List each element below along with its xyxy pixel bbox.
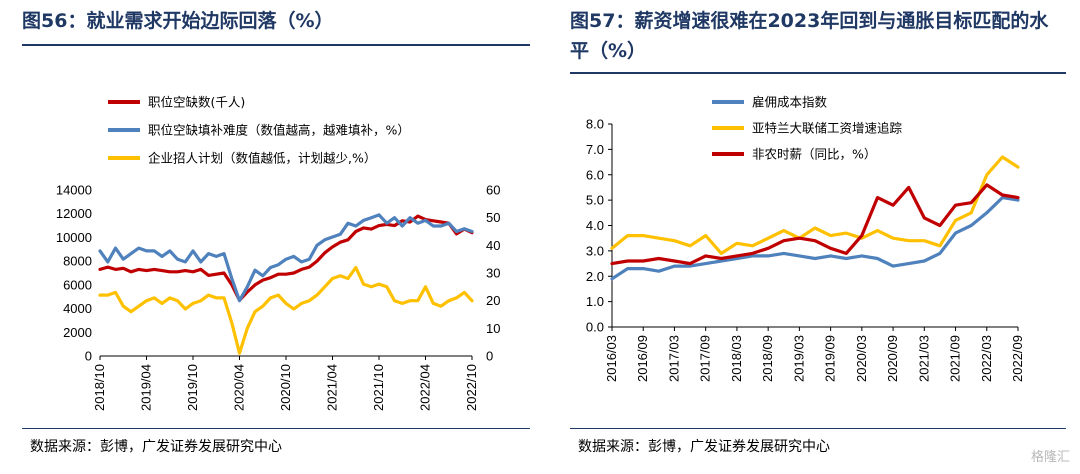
- left-chart-x-tick-label: 2022/10: [464, 364, 479, 411]
- left-chart-y2-tick-label: 40: [486, 238, 500, 253]
- right-chart-title: 图57：薪资增速很难在2023年回到与通胀目标匹配的水平（%）: [570, 10, 1049, 62]
- left-chart-legend-label-2: 职位空缺填补难度（数值越高，越难填补，%）: [148, 123, 410, 138]
- left-chart-y-tick-label: 2000: [63, 325, 92, 340]
- right-chart-legend-label-2: 亚特兰大联储工资增速追踪: [752, 121, 903, 136]
- left-chart-series-line-1: [98, 214, 474, 302]
- left-chart-panel: 图56：就业需求开始边际回落（%） 2018/10 2019/04 2019/10 2…: [22, 10, 530, 455]
- left-chart-y2-tick-label: 30: [486, 266, 500, 281]
- right-chart-series-line-1: [610, 196, 1020, 281]
- right-title-rule: [570, 72, 1066, 74]
- right-chart-y-tick-label: 5.0: [586, 193, 604, 208]
- right-chart-svg: 2016/03 2016/09 2017/03 2017/09 2018/03 2018/…: [586, 95, 1025, 383]
- right-chart-y-tick-label: 2.0: [586, 269, 604, 284]
- right-chart-x-tick-label: 2020/03: [854, 335, 869, 382]
- right-chart-y-tick-label: 4.0: [586, 218, 604, 233]
- right-chart-x-tick-label: 2020/09: [885, 335, 900, 382]
- left-chart-y-tick-label: 12000: [56, 206, 92, 221]
- left-chart-x-tick-label: 2021/04: [325, 364, 340, 411]
- left-chart-y-tick-label: 0: [85, 349, 92, 364]
- left-chart-legend-label-3: 企业招人计划（数值越低，计划越少,%）: [148, 151, 376, 166]
- right-chart-series-line-3: [610, 183, 1020, 266]
- right-chart-legend-label-3: 非农时薪（同比，%）: [752, 147, 876, 162]
- left-chart-x-tick-label: 2019/10: [185, 364, 200, 411]
- right-chart-x-tick-label: 2019/09: [823, 335, 838, 382]
- left-chart-y2-tick-label: 60: [486, 183, 500, 198]
- left-chart-y2-tick-label: 0: [486, 349, 493, 364]
- right-chart-x-tick-label: 2021/03: [916, 335, 931, 382]
- left-chart-y2-tick-label: 50: [486, 210, 500, 225]
- right-chart-x-tick-label: 2018/03: [729, 335, 744, 382]
- right-chart-y-tick-label: 3.0: [586, 243, 604, 258]
- left-chart-y-tick-label: 10000: [56, 230, 92, 245]
- left-chart-y-tick-label: 14000: [56, 183, 92, 198]
- left-chart-x-tick-label: 2021/10: [371, 364, 386, 411]
- right-chart-y-tick-label: 7.0: [586, 142, 604, 157]
- right-chart-x-tick-label: 2022/09: [1010, 335, 1025, 382]
- right-chart-x-tick-label: 2017/09: [698, 335, 713, 382]
- left-chart-svg: 2018/10 2019/04 2019/10 2020/04 2020/10 2021/…: [56, 95, 501, 412]
- right-chart-x-tick-label: 2018/09: [760, 335, 775, 382]
- right-chart-y-tick-label: 0.0: [586, 320, 604, 335]
- right-chart-legend-label-1: 雇佣成本指数: [752, 95, 828, 110]
- left-chart-series-line-3: [98, 265, 474, 355]
- right-chart-panel: 图57：薪资增速很难在2023年回到与通胀目标匹配的水平（%） 2016/03 2…: [548, 0, 1080, 474]
- right-chart-x-tick-label: 2016/03: [604, 335, 619, 382]
- right-chart-x-tick-label: 2021/09: [948, 335, 963, 382]
- right-source-rule: [570, 428, 1066, 429]
- left-chart-series-line-2: [98, 213, 474, 303]
- left-chart-y-tick-label: 8000: [63, 254, 92, 269]
- right-chart-x-tick-label: 2019/03: [791, 335, 806, 382]
- left-chart-x-tick-label: 2022/04: [418, 364, 433, 411]
- left-chart-y2-tick-label: 10: [486, 321, 500, 336]
- right-chart-y-tick-label: 6.0: [586, 167, 604, 182]
- left-chart-x-tick-label: 2020/04: [232, 364, 247, 411]
- left-source-text: 数据来源：彭博，广发证券发展研究中心: [30, 439, 282, 455]
- left-chart-y-tick-label: 6000: [63, 277, 92, 292]
- right-chart-y-tick-label: 1.0: [586, 294, 604, 309]
- left-chart-y-tick-label: 4000: [63, 301, 92, 316]
- left-chart-x-tick-label: 2019/04: [139, 364, 154, 411]
- right-chart-x-tick-label: 2016/09: [635, 335, 650, 382]
- right-chart-y-tick-label: 8.0: [586, 117, 604, 132]
- left-chart-title: 图56：就业需求开始边际回落（%）: [22, 10, 334, 32]
- watermark-logo: 格隆汇: [1030, 450, 1070, 465]
- right-chart-series-line-2: [610, 155, 1020, 255]
- left-chart-x-tick-label: 2020/10: [278, 364, 293, 411]
- left-chart-y2-tick-label: 20: [486, 293, 500, 308]
- right-chart-x-tick-label: 2017/03: [666, 335, 681, 382]
- right-source-text: 数据来源：彭博，广发证券发展研究中心: [578, 439, 830, 455]
- left-chart-legend-label-1: 职位空缺数(千人): [148, 95, 245, 110]
- left-chart-x-tick-label: 2018/10: [92, 364, 107, 411]
- left-title-rule: [22, 44, 530, 46]
- right-chart-x-tick-label: 2022/03: [979, 335, 994, 382]
- left-source-rule: [22, 428, 530, 429]
